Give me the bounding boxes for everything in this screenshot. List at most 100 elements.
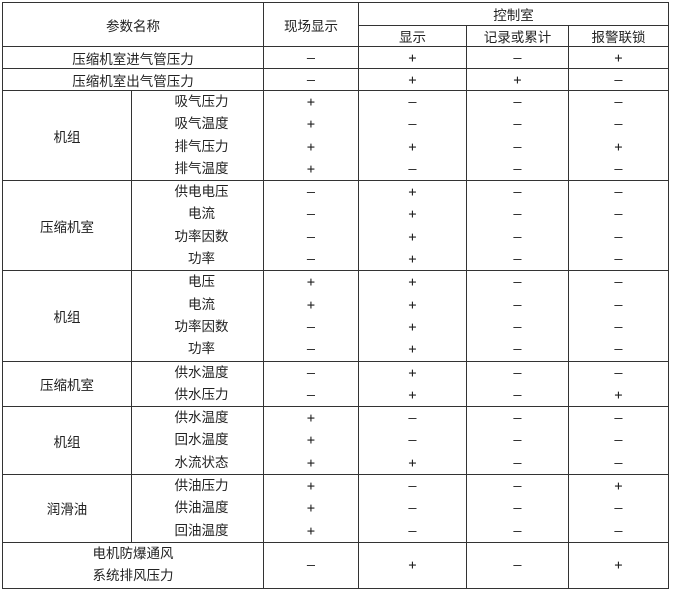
value-mark: + — [614, 138, 623, 155]
sub-item-cell: 供油压力 供油温度 回油温度 — [131, 474, 264, 543]
value-mark: — — [513, 274, 522, 291]
header-control-room: 控制室 — [358, 2, 669, 26]
value-mark: — — [408, 116, 417, 133]
value-mark: — — [263, 541, 359, 589]
value-cell: + + + + — [358, 270, 467, 362]
value-mark: — — [513, 410, 522, 427]
value-mark: — — [513, 228, 522, 245]
value-mark: + — [408, 364, 417, 381]
value-mark: + — [408, 228, 417, 245]
value-mark: — — [306, 341, 316, 358]
table-row: 润滑油 供油压力 供油温度 回油温度 + + + — — — — — — + — — — [2, 474, 669, 543]
sub-item-name: 电流 — [188, 206, 215, 223]
sub-item-cell: 电压 电流 功率因数 功率 — [131, 270, 264, 362]
header-display: 显示 — [358, 25, 467, 47]
value-mark: — — [513, 94, 522, 110]
parameter-table: 参数名称 现场显示 控制室 显示 记录或累计 报警联锁 压缩机室进气管压力 — + —… — [2, 2, 669, 589]
value-mark: — — [614, 184, 623, 201]
group-name: 机组 — [2, 406, 132, 476]
group-name: 润滑油 — [2, 474, 132, 543]
value-mark: + — [306, 454, 316, 471]
value-mark: + — [358, 68, 467, 91]
value-mark: + — [306, 116, 316, 133]
value-mark: + — [408, 386, 417, 403]
value-mark: + — [306, 274, 316, 291]
value-cell: — — — — [568, 406, 669, 476]
parameter-name: 电机防爆通风 系统排风压力 — [2, 541, 264, 589]
value-mark: + — [408, 274, 417, 291]
value-cell: — — + — — [568, 89, 669, 182]
value-mark: — — [614, 364, 623, 381]
sub-item-name: 吸气压力 — [174, 94, 229, 110]
value-cell: — — — — [358, 474, 467, 543]
sub-item-name: 供油压力 — [174, 478, 229, 495]
group-name: 机组 — [2, 270, 132, 362]
table-body: 压缩机室进气管压力 — + — + 压缩机室出气管压力 — + + — 机组 吸气压力 吸气温度 排气压力… — [2, 46, 669, 589]
sub-item-name: 供水温度 — [174, 364, 229, 381]
sub-item-name: 水流状态 — [174, 454, 229, 471]
value-mark: + — [408, 341, 417, 358]
sub-item-name: 电压 — [188, 274, 215, 291]
parameter-name: 压缩机室出气管压力 — [2, 68, 264, 91]
value-cell: — — — — — [568, 270, 669, 362]
header-param-name: 参数名称 — [2, 2, 264, 47]
group-name: 机组 — [2, 89, 132, 182]
value-mark: — — [513, 318, 522, 335]
value-cell: + + + + — [263, 89, 359, 182]
value-cell: + + + + — [358, 180, 467, 272]
value-mark: + — [408, 206, 417, 223]
sub-item-name: 供电电压 — [174, 184, 229, 201]
value-mark: — — [614, 522, 623, 539]
value-mark: — — [614, 94, 623, 110]
value-cell: — — — — — [263, 180, 359, 272]
header-record: 记录或累计 — [466, 25, 569, 47]
value-mark: + — [408, 454, 417, 471]
value-mark: + — [568, 541, 669, 589]
value-mark: — — [263, 68, 359, 91]
value-mark: + — [358, 541, 467, 589]
value-mark: + — [568, 46, 669, 69]
value-mark: — — [614, 160, 623, 177]
value-mark: — — [513, 522, 522, 539]
sub-item-name: 回油温度 — [174, 522, 229, 539]
value-mark: — — [306, 228, 316, 245]
value-mark: — — [306, 184, 316, 201]
value-cell: + + — [358, 360, 467, 408]
value-mark: — — [513, 251, 522, 268]
value-cell: — — — — — [568, 180, 669, 272]
table-row: 压缩机室出气管压力 — + + — — [2, 68, 669, 91]
value-mark: + — [408, 251, 417, 268]
value-mark: + — [408, 296, 417, 313]
sub-item-cell: 供水温度 回水温度 水流状态 — [131, 406, 264, 476]
value-mark: — — [306, 318, 316, 335]
value-mark: — — [408, 94, 417, 110]
value-cell: — — + — [358, 406, 467, 476]
value-mark: — — [513, 160, 522, 177]
value-cell: — — — [466, 360, 569, 408]
sub-item-name: 吸气温度 — [174, 116, 229, 133]
value-mark: + — [306, 138, 316, 155]
table-row: 电机防爆通风 系统排风压力 — + — + — [2, 541, 669, 589]
value-mark: — — [306, 386, 316, 403]
value-mark: — — [614, 318, 623, 335]
value-cell: — — + — — [358, 89, 467, 182]
sub-item-name: 功率 — [188, 251, 215, 268]
value-mark: + — [306, 94, 316, 110]
value-cell: + + + — [263, 474, 359, 543]
value-mark: — — [614, 116, 623, 133]
value-mark: + — [306, 410, 316, 427]
value-cell: + + + — [263, 406, 359, 476]
header-field-display: 现场显示 — [263, 2, 359, 47]
value-mark: — — [614, 206, 623, 223]
sub-item-name: 电流 — [188, 296, 215, 313]
value-mark: — — [306, 251, 316, 268]
sub-item-name: 功率 — [188, 341, 215, 358]
sub-item-name: 供水压力 — [174, 386, 229, 403]
value-mark: + — [306, 500, 316, 517]
sub-item-name: 回水温度 — [174, 432, 229, 449]
value-mark: — — [614, 454, 623, 471]
value-mark: — — [513, 432, 522, 449]
value-mark: — — [614, 274, 623, 291]
value-mark: — — [513, 296, 522, 313]
value-cell: — — — — [466, 474, 569, 543]
